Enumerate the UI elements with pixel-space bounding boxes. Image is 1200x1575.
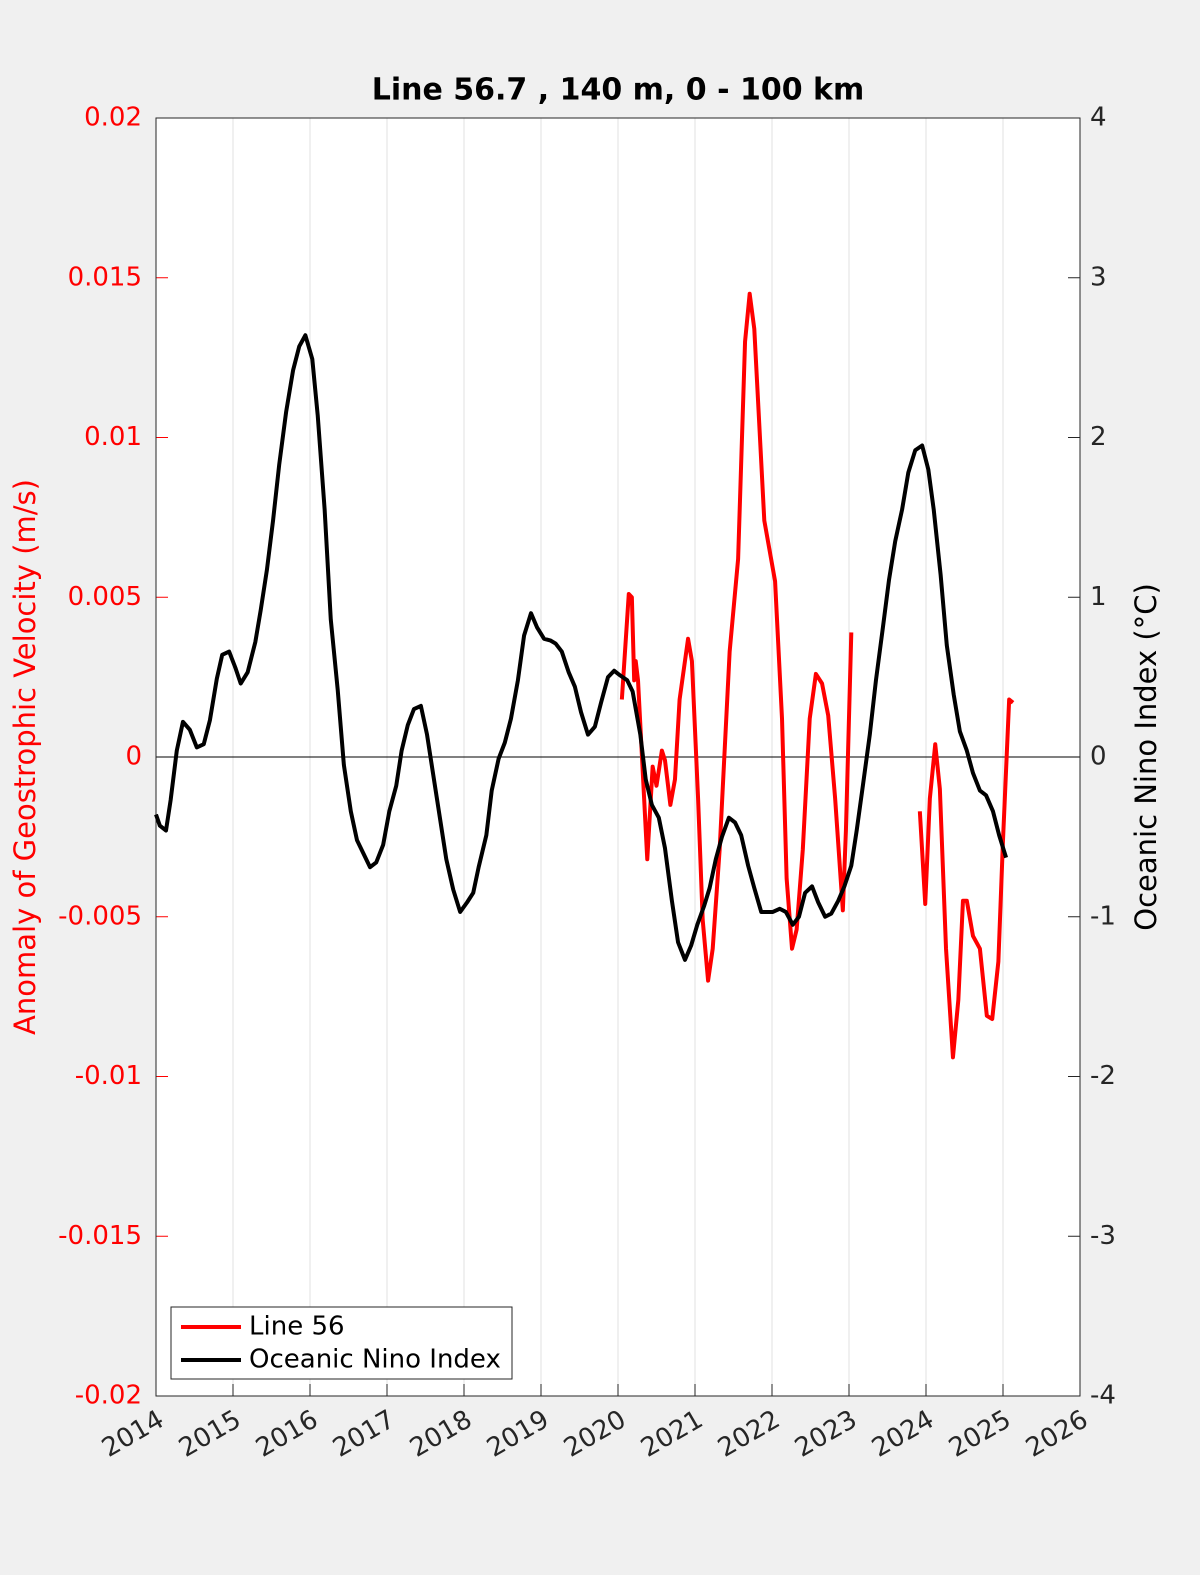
- plot-frame: [155, 117, 1081, 1397]
- x-tick-label: 2024: [867, 1405, 939, 1464]
- x-tick-label: 2016: [251, 1405, 323, 1464]
- x-tick-label: 2017: [328, 1405, 400, 1464]
- y-tick-label: -0.02: [75, 1381, 142, 1411]
- series-line: [154, 333, 1008, 962]
- y2-tick-label: 3: [1090, 262, 1107, 292]
- x-tick-label: 2021: [636, 1405, 708, 1464]
- y2-tick-label: 4: [1090, 103, 1107, 133]
- x-tick-label: 2025: [944, 1405, 1016, 1464]
- y2-tick-label: -3: [1090, 1221, 1116, 1251]
- y-tick-label: 0.02: [84, 103, 142, 133]
- y-tick-label: -0.01: [75, 1061, 142, 1091]
- legend-box: [170, 1306, 513, 1380]
- y-tick-label: -0.005: [58, 901, 142, 931]
- y2-tick-label: 1: [1090, 582, 1107, 612]
- y-tick-label: 0.01: [84, 422, 142, 452]
- y2-tick-label: 0: [1090, 742, 1107, 772]
- legend-label: Line 56: [249, 1312, 345, 1342]
- y-axis-label: Anomaly of Geostrophic Velocity (m/s): [8, 479, 42, 1035]
- legend-label: Oceanic Nino Index: [249, 1345, 501, 1375]
- y-tick-label: -0.015: [58, 1221, 142, 1251]
- x-tick-label: 2015: [174, 1405, 246, 1464]
- y-tick-label: 0: [125, 742, 142, 772]
- y2-tick-label: -2: [1090, 1061, 1116, 1091]
- x-tick-label: 2019: [482, 1405, 554, 1464]
- x-tick-label: 2023: [790, 1405, 862, 1464]
- x-tick-label: 2014: [97, 1405, 169, 1464]
- x-tick-label: 2026: [1021, 1405, 1093, 1464]
- y2-tick-label: -4: [1090, 1381, 1116, 1411]
- y-tick-label: 0.015: [68, 262, 142, 292]
- y2-tick-label: 2: [1090, 422, 1107, 452]
- x-tick-label: 2018: [405, 1405, 477, 1464]
- chart-title: Line 56.7 , 140 m, 0 - 100 km: [372, 73, 865, 108]
- y-tick-label: 0.005: [68, 582, 142, 612]
- y2-tick-label: -1: [1090, 901, 1116, 931]
- x-tick-label: 2020: [559, 1405, 631, 1464]
- x-tick-label: 2022: [713, 1405, 785, 1464]
- y2-axis-label: Oceanic Nino Index (°C): [1129, 583, 1163, 931]
